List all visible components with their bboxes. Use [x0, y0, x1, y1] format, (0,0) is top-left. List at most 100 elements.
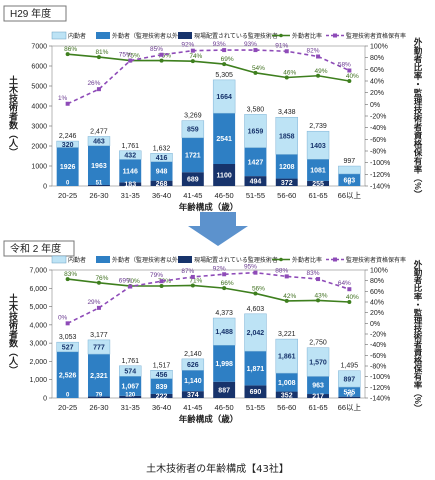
y2-axis-title: 外勤者比率・監理技術者資格保有率（%） [413, 260, 423, 412]
point-ratio-kanri [96, 87, 101, 92]
legend-label-kanri: 現場配置されている監理技術者 [194, 256, 278, 264]
chart-title-box [3, 5, 67, 22]
label-ratio-gaikin: 42% [283, 293, 296, 300]
bar-gaikin [56, 147, 79, 186]
y2-tick-label: 60% [370, 67, 384, 74]
point-ratio-kanri [65, 321, 70, 326]
x-tick-label: 31-35 [121, 403, 140, 412]
legend-label-ratio-gaikin: 外勤者比率 [292, 256, 322, 264]
bar-kanri-label: 255 [312, 181, 324, 188]
bar-gaikin [244, 351, 267, 386]
bar-gaikin-label: 1963 [91, 163, 107, 170]
label-ratio-kanri: 95% [244, 264, 257, 271]
bar-gaikin [119, 376, 142, 396]
label-ratio-gaikin: 49% [315, 68, 328, 75]
bar-naikin [306, 347, 330, 377]
legend-marker-gaikin [279, 257, 283, 262]
bar-total-label: 3,221 [278, 331, 296, 338]
x-tick-label: 26-30 [89, 403, 108, 412]
point-ratio-gaikin [316, 73, 321, 78]
bar-kanri-label: 887 [218, 387, 230, 394]
bar-gaikin-label: 1926 [60, 164, 76, 171]
legend-label-ratio-kanri: 監理技術者資格保有率 [346, 256, 406, 264]
x-tick-label: 61-65 [308, 191, 327, 200]
y-tick-label: 3000 [31, 124, 47, 131]
bar-naikin [306, 130, 330, 160]
y2-tick-label: -120% [370, 172, 390, 179]
point-ratio-gaikin [190, 59, 195, 64]
bar-gaikin-label: 839 [156, 384, 168, 391]
line-ratio-gaikin [67, 278, 350, 303]
label-ratio-gaikin: 86% [64, 46, 77, 53]
bar-gaikin-label: 1,008 [278, 380, 296, 387]
bar-naikin-label: 897 [344, 376, 356, 383]
point-ratio-gaikin [96, 280, 101, 285]
point-ratio-kanri [65, 101, 70, 106]
point-ratio-gaikin [65, 277, 70, 282]
bar-naikin [150, 370, 173, 379]
x-tick-label: 36-40 [152, 191, 171, 200]
label-ratio-kanri: 92% [181, 42, 194, 49]
label-ratio-kanri: 75% [119, 52, 132, 59]
bar-kanri-label: 352 [281, 392, 293, 399]
label-ratio-gaikin: 75% [127, 53, 140, 60]
bar-total-label: 3,438 [278, 109, 296, 116]
bar-naikin-label: 320 [62, 142, 74, 149]
label-ratio-kanri: 91% [275, 42, 288, 49]
point-ratio-kanri [159, 279, 164, 284]
y2-tick-label: -40% [370, 125, 386, 132]
bar-total-label: 1,761 [121, 143, 139, 150]
bar-gaikin [307, 376, 330, 395]
point-ratio-gaikin [284, 75, 289, 80]
bar-naikin-label: 1,861 [278, 354, 296, 361]
x-tick-label: 56-60 [277, 403, 296, 412]
bar-naikin [181, 358, 205, 371]
y-tick-label: 7000 [31, 44, 47, 51]
label-ratio-gaikin: 56% [252, 285, 265, 292]
y-tick-label: 4000 [31, 104, 47, 111]
label-ratio-gaikin: 69% [221, 56, 234, 63]
legend-label-kanri: 現場配置されている監理技術者 [194, 32, 278, 40]
label-ratio-gaikin: 40% [346, 294, 359, 301]
point-ratio-gaikin [96, 55, 101, 60]
bar-kanri [87, 184, 110, 186]
bar-total-label: 3,177 [90, 332, 108, 339]
bar-naikin-label: 432 [124, 153, 136, 160]
y2-tick-label: -140% [370, 396, 390, 403]
bar-kanri [307, 394, 330, 398]
point-ratio-kanri [284, 49, 289, 54]
bar-total-label: 997 [344, 158, 356, 165]
bar-gaikin [181, 370, 204, 392]
bar-gaikin [56, 351, 79, 398]
label-ratio-kanri: 85% [150, 46, 163, 53]
legend-swatch-gaikin [96, 256, 110, 263]
point-ratio-gaikin [159, 58, 164, 63]
bar-gaikin [150, 161, 173, 181]
bar-total-label: 2,750 [309, 340, 327, 347]
y-tick-label: 7,000 [29, 268, 47, 275]
point-ratio-gaikin [347, 79, 352, 83]
point-ratio-gaikin [284, 298, 289, 303]
point-ratio-kanri [222, 48, 227, 53]
bar-kanri-label: 183 [124, 182, 136, 189]
label-ratio-gaikin: 70% [127, 278, 140, 285]
x-tick-label: 66以上 [338, 191, 362, 200]
bar-kanri [87, 396, 110, 398]
bar-naikin [212, 317, 236, 346]
label-ratio-kanri: 93% [244, 41, 257, 48]
y-axis-title: 土木技術者数（人） [8, 292, 19, 374]
bar-kanri [150, 393, 173, 398]
bar-naikin [181, 120, 205, 139]
legend-label-gaikin: 外勤者（監理技術者以外） [112, 32, 184, 40]
point-ratio-kanri [128, 284, 133, 289]
legend-label-ratio-kanri: 監理技術者資格保有率 [346, 32, 406, 40]
bar-naikin [212, 79, 236, 114]
bar-naikin [338, 165, 361, 175]
y2-tick-label: -100% [370, 374, 390, 381]
bar-kanri [181, 172, 204, 186]
label-ratio-gaikin: 74% [189, 53, 202, 60]
y-tick-label: 5000 [31, 84, 47, 91]
y2-tick-label: 40% [370, 300, 384, 307]
bar-total-label: 3,269 [184, 113, 202, 120]
chart-title-box [3, 240, 75, 257]
